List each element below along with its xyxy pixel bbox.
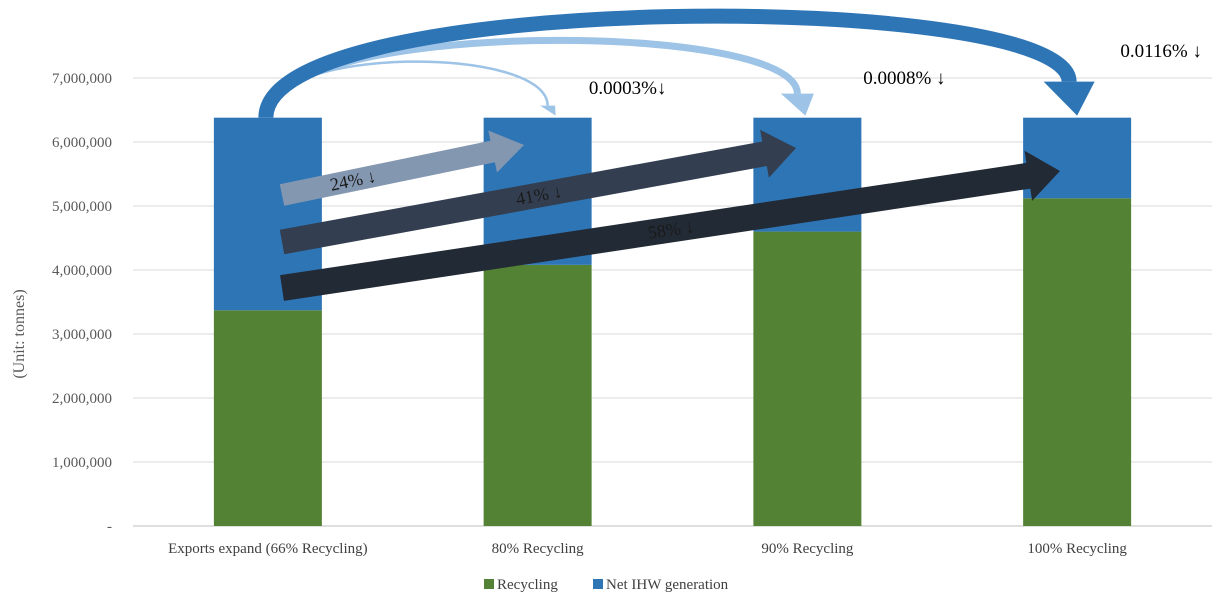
legend-swatch — [484, 579, 494, 589]
legend-swatch — [593, 579, 603, 589]
annotation-arrows: 0.0003%↓ 0.0008% ↓0.0116% ↓24% ↓41% ↓58% … — [258, 8, 1202, 301]
legend-label: Net IHW generation — [606, 577, 729, 593]
curved-arrow-head — [1043, 81, 1095, 116]
y-tick-label: 4,000,000 — [52, 263, 112, 279]
x-tick-label: 90% Recycling — [761, 541, 854, 557]
bar-recycling — [213, 310, 322, 526]
legend-label: Recycling — [497, 577, 558, 593]
bar-recycling — [483, 264, 592, 526]
change-annotation: 0.0116% ↓ — [1120, 41, 1202, 62]
reduction-label: 24% ↓ — [328, 166, 378, 195]
change-annotation: 0.0003%↓ — [589, 78, 667, 99]
y-tick-label: 1,000,000 — [52, 455, 112, 471]
reduction-arrow — [280, 150, 1060, 301]
reduction-arrow — [279, 129, 797, 255]
curved-arrow-head — [540, 105, 556, 116]
y-axis-label: (Unit: tonnes) — [11, 289, 28, 378]
y-tick-label: - — [107, 519, 112, 535]
change-annotation: 0.0008% ↓ — [863, 68, 945, 89]
y-tick-label: 7,000,000 — [52, 71, 112, 87]
bar-recycling — [753, 231, 862, 526]
reduction-arrow — [279, 130, 525, 206]
curved-arrow-head — [780, 93, 814, 116]
y-tick-label: 5,000,000 — [52, 199, 112, 215]
y-tick-label: 2,000,000 — [52, 391, 112, 407]
y-axis: - 1,000,000 2,000,000 3,000,000 4,000,000 5,0… — [52, 71, 112, 535]
legend: Recycling Net IHW generation — [484, 577, 729, 593]
y-tick-label: 6,000,000 — [52, 135, 112, 151]
x-tick-label: 80% Recycling — [492, 541, 585, 557]
x-axis: Exports expand (66% Recycling) 80% Recycl… — [168, 541, 1127, 557]
x-tick-label: 100% Recycling — [1027, 541, 1127, 557]
curved-arrow — [258, 8, 1077, 119]
bar-recycling — [1023, 198, 1132, 526]
x-tick-label: Exports expand (66% Recycling) — [168, 541, 368, 557]
y-tick-label: 3,000,000 — [52, 327, 112, 343]
